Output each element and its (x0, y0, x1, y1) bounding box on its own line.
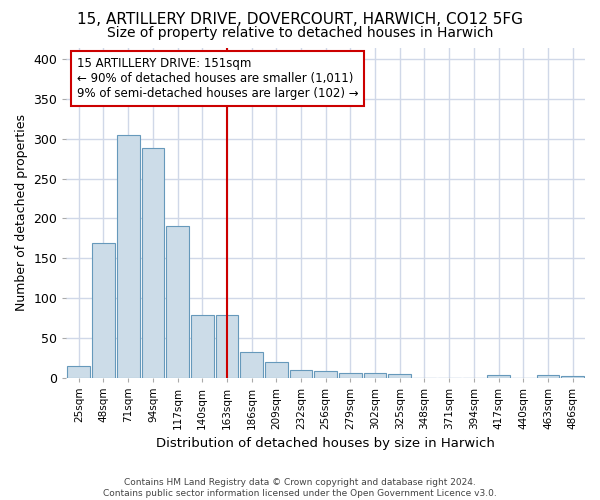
X-axis label: Distribution of detached houses by size in Harwich: Distribution of detached houses by size … (156, 437, 495, 450)
Y-axis label: Number of detached properties: Number of detached properties (15, 114, 28, 311)
Bar (388, 374, 411, 378)
Bar (265, 362, 288, 378)
Bar (117, 135, 140, 378)
Bar (487, 375, 510, 378)
Bar (364, 372, 386, 378)
Bar (215, 314, 238, 378)
Bar (92, 243, 115, 378)
Text: Contains HM Land Registry data © Crown copyright and database right 2024.
Contai: Contains HM Land Registry data © Crown c… (103, 478, 497, 498)
Bar (240, 352, 263, 378)
Bar (191, 314, 214, 378)
Text: 15, ARTILLERY DRIVE, DOVERCOURT, HARWICH, CO12 5FG: 15, ARTILLERY DRIVE, DOVERCOURT, HARWICH… (77, 12, 523, 28)
Text: 15 ARTILLERY DRIVE: 151sqm
← 90% of detached houses are smaller (1,011)
9% of se: 15 ARTILLERY DRIVE: 151sqm ← 90% of deta… (77, 58, 358, 100)
Bar (536, 375, 559, 378)
Bar (290, 370, 313, 378)
Bar (314, 371, 337, 378)
Bar (339, 372, 362, 378)
Bar (166, 226, 189, 378)
Bar (561, 376, 584, 378)
Bar (67, 366, 90, 378)
Text: Size of property relative to detached houses in Harwich: Size of property relative to detached ho… (107, 26, 493, 40)
Bar (142, 148, 164, 378)
